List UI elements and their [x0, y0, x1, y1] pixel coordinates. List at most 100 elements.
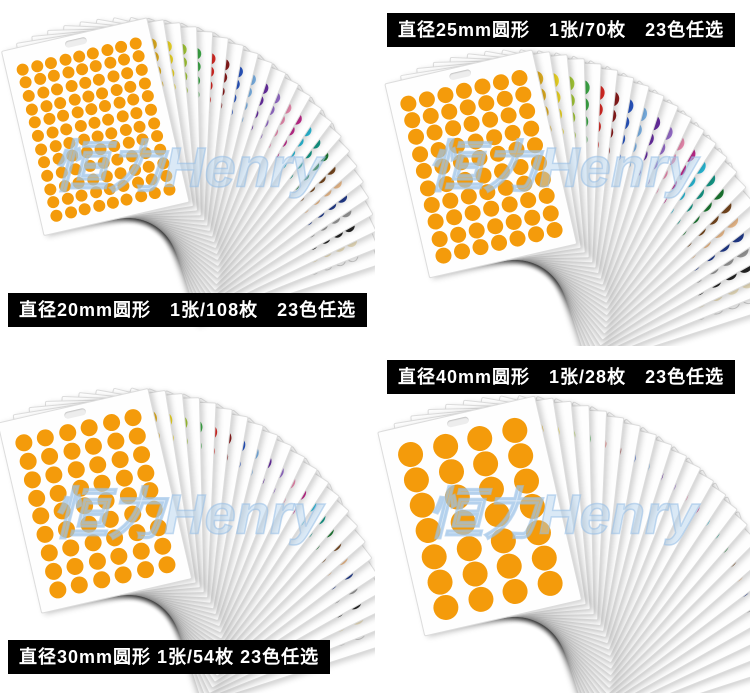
sticker-dot [46, 579, 68, 601]
sticker-dot [59, 122, 74, 137]
sticker-dot [143, 102, 158, 118]
sticker-dot [476, 93, 496, 113]
sticker-dot [114, 39, 129, 54]
sticker-dot [34, 427, 56, 448]
sticker-dot [29, 58, 45, 74]
sticker-dot [134, 559, 156, 580]
sticker-dot [106, 69, 121, 84]
sticker-dot [98, 99, 113, 114]
sticker-dot [38, 98, 54, 114]
sticker-dot [148, 517, 169, 539]
sticker-dot [82, 435, 104, 457]
sticker-dot [544, 220, 564, 240]
sticker-dot [34, 524, 55, 546]
sticker-dot [536, 186, 556, 207]
sticker-dot [498, 106, 519, 126]
sticker-dot [100, 412, 122, 433]
sticker-dot [130, 541, 151, 562]
sticker-dot [489, 233, 509, 253]
sticker-dot [399, 93, 419, 113]
sticker-dot [90, 129, 105, 144]
dot-grid [398, 67, 566, 266]
sticker-dot [156, 554, 177, 575]
sticker-dot [492, 161, 512, 181]
sticker-dot [90, 569, 112, 591]
sticker-dot [32, 72, 48, 87]
sticker-dot [91, 472, 112, 494]
sticker-dot [421, 106, 441, 126]
sticker-dot [117, 52, 132, 68]
sticker-dot [63, 205, 78, 220]
sticker-dot [86, 551, 107, 572]
sticker-dot [117, 485, 139, 507]
sticker-dot [42, 561, 64, 582]
sticker-dot [132, 119, 148, 134]
sticker-dot [85, 172, 100, 187]
sticker-dot [467, 220, 487, 240]
sticker-dot [60, 537, 81, 559]
sticker-dot [79, 145, 94, 161]
sticker-dot [17, 450, 38, 472]
sticker-dot [64, 79, 79, 94]
sticker-dot [81, 89, 96, 104]
sticker-dot [126, 92, 141, 108]
dot-grid [14, 35, 178, 224]
sticker-dot [115, 109, 130, 124]
sticker-dot [49, 208, 64, 224]
sticker-dot [444, 208, 465, 228]
sticker-dot [68, 162, 83, 177]
sticker-dot [56, 108, 71, 124]
sticker-dot [144, 172, 160, 187]
sticker-dot [43, 55, 59, 71]
sticker-dot [77, 202, 92, 217]
sticker-dot [129, 106, 144, 121]
sticker-dot [525, 136, 545, 156]
sticker-dot [65, 459, 86, 480]
dot-grid [10, 406, 180, 602]
sticker-fan-25mm [375, 0, 750, 346]
sticker-dot [506, 140, 526, 160]
sticker-dot [116, 179, 132, 194]
sticker-dot [107, 139, 122, 154]
sticker-dot [127, 162, 143, 177]
sticker-dot [425, 123, 445, 143]
sticker-dot [61, 440, 82, 462]
sticker-dot [105, 195, 121, 211]
sticker-dot [120, 66, 135, 81]
sticker-dot [31, 128, 46, 144]
sticker-dot [87, 454, 108, 475]
sticker-dot [448, 225, 469, 245]
sticker-dot [47, 482, 68, 504]
sticker-dot [135, 132, 151, 148]
sticker-dot [517, 102, 537, 122]
sticker-dot [510, 157, 530, 177]
sticker-dot [56, 519, 77, 540]
sticker-dot [64, 556, 85, 577]
sticker-dot [463, 203, 483, 224]
sticker-dot [126, 425, 148, 447]
sticker-dot [417, 89, 437, 109]
sticker-dot [54, 165, 69, 180]
sticker-dot [118, 122, 133, 137]
hang-hole [448, 68, 472, 81]
sticker-dot [507, 229, 528, 249]
sticker-dot [48, 138, 63, 154]
sticker-dot [88, 185, 104, 200]
sticker-dot [73, 119, 88, 134]
sticker-dot [15, 62, 31, 77]
sticker-dot [485, 216, 505, 236]
sticker-dot [40, 168, 55, 184]
sticker-dot [38, 543, 59, 564]
sticker-dot [472, 76, 492, 96]
sticker-dot [71, 175, 86, 190]
sticker-dot [104, 527, 125, 549]
sticker-dot [104, 125, 119, 141]
sticker-dot [99, 509, 121, 530]
sticker-dot [418, 178, 438, 198]
sticker-dot [491, 72, 511, 92]
sticker-dot [95, 85, 110, 101]
sticker-dot [471, 237, 491, 257]
sticker-dot [21, 88, 37, 104]
sticker-dot [481, 199, 501, 219]
sticker-dot [108, 546, 129, 567]
